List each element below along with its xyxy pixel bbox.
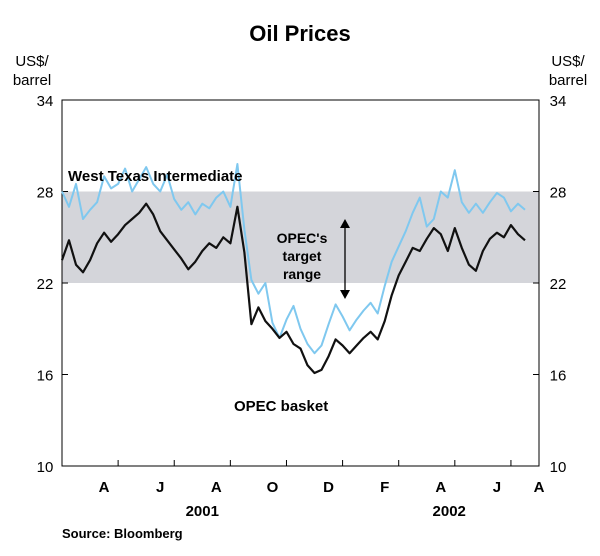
x-month-label: F (380, 479, 389, 496)
x-month-label: A (99, 479, 110, 496)
x-year-label: 2002 (433, 503, 466, 520)
y-axis-label-left-line-1: US$/ (15, 53, 49, 70)
x-month-label: O (267, 479, 279, 496)
target-range-annotation: OPEC's target range (277, 219, 350, 299)
x-month-label: D (323, 479, 334, 496)
axis-ticks (62, 99, 539, 467)
y-tick-label-right: 28 (550, 185, 567, 202)
y-axis-label-right-line-2: barrel (549, 72, 587, 89)
y-tick-label-left: 22 (37, 276, 54, 293)
y-axis-label-left-line-2: barrel (13, 72, 51, 89)
y-axis-label-right-line-1: US$/ (551, 53, 585, 70)
wti-price-line (61, 163, 526, 355)
opec-basket-price-line (60, 202, 526, 375)
x-month-label: A (534, 479, 545, 496)
target-range-arrow-head-up (340, 219, 350, 228)
target-range-label-line-3: range (283, 266, 321, 282)
wti-series-label: West Texas Intermediate (68, 168, 243, 185)
y-tick-label-left: 10 (37, 459, 54, 476)
opec-target-range-band (62, 191, 539, 283)
x-tick-labels: A J A O D F A J A 2001 2002 (99, 479, 545, 520)
y-tick-label-right: 22 (550, 276, 567, 293)
series-layer (60, 163, 526, 375)
x-year-label: 2001 (186, 503, 219, 520)
x-month-label: J (493, 479, 501, 496)
x-month-label: A (435, 479, 446, 496)
y-tick-label-left: 34 (37, 93, 54, 110)
chart-title: Oil Prices (249, 21, 351, 46)
x-month-label: A (211, 479, 222, 496)
target-range-label-line-1: OPEC's (277, 230, 328, 246)
y-tick-label-right: 34 (550, 93, 567, 110)
y-tick-label-left: 16 (37, 368, 54, 385)
target-range-label-line-2: target (283, 248, 322, 264)
y-tick-label-right: 10 (550, 459, 567, 476)
target-range-arrow-head-down (340, 290, 350, 299)
y-tick-label-right: 16 (550, 368, 567, 385)
y-tick-label-left: 28 (37, 185, 54, 202)
x-month-label: J (156, 479, 164, 496)
y-tick-labels: 10 10 16 16 22 22 28 28 34 34 (37, 93, 567, 476)
source-note: Source: Bloomberg (62, 526, 183, 541)
opec-basket-series-label: OPEC basket (234, 398, 328, 415)
